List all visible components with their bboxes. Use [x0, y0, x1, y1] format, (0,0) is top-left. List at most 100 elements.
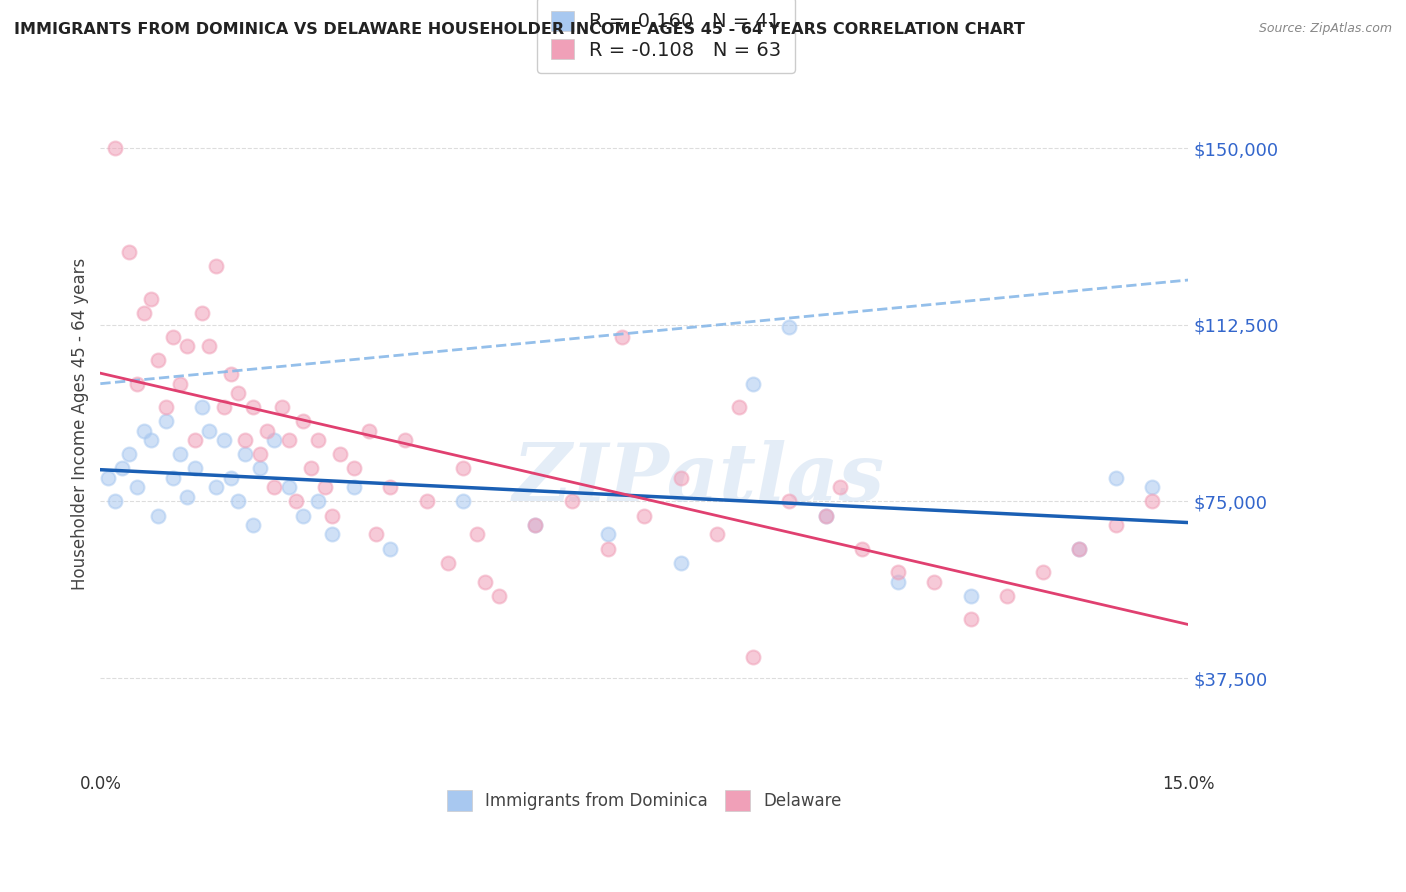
Point [633, 508, 655, 523]
Text: ZIPatlas: ZIPatlas [513, 441, 884, 518]
Point [111, 461, 134, 475]
Point [125, 376, 148, 391]
Point [959, 612, 981, 626]
Point [887, 565, 910, 579]
Point [139, 434, 162, 448]
Point [524, 518, 547, 533]
Point [321, 527, 343, 541]
Point [205, 480, 228, 494]
Point [669, 556, 692, 570]
Point [343, 480, 366, 494]
Y-axis label: Householder Income Ages 45 - 64 years: Householder Income Ages 45 - 64 years [72, 258, 89, 590]
Point [1032, 565, 1054, 579]
Point [524, 518, 547, 533]
Point [169, 376, 191, 391]
Point [851, 541, 873, 556]
Point [285, 494, 308, 508]
Point [235, 434, 257, 448]
Point [162, 329, 184, 343]
Point [321, 508, 343, 523]
Point [249, 461, 271, 475]
Point [596, 527, 619, 541]
Point [669, 471, 692, 485]
Point [451, 494, 474, 508]
Point [415, 494, 437, 508]
Point [995, 589, 1018, 603]
Point [148, 353, 170, 368]
Point [924, 574, 946, 589]
Point [1069, 541, 1091, 556]
Point [212, 401, 235, 415]
Point [132, 424, 155, 438]
Point [277, 480, 299, 494]
Point [742, 376, 765, 391]
Point [292, 508, 315, 523]
Point [1140, 480, 1163, 494]
Point [263, 434, 285, 448]
Point [467, 527, 489, 541]
Legend: Immigrants from Dominica, Delaware: Immigrants from Dominica, Delaware [433, 777, 855, 824]
Point [155, 401, 177, 415]
Text: Source: ZipAtlas.com: Source: ZipAtlas.com [1258, 22, 1392, 36]
Point [364, 527, 387, 541]
Point [343, 461, 366, 475]
Point [380, 541, 402, 556]
Point [277, 434, 299, 448]
Point [219, 368, 242, 382]
Point [104, 141, 127, 155]
Point [226, 386, 249, 401]
Point [176, 490, 198, 504]
Point [706, 527, 728, 541]
Point [183, 434, 205, 448]
Point [219, 471, 242, 485]
Point [198, 424, 221, 438]
Point [292, 414, 315, 428]
Point [242, 401, 264, 415]
Point [132, 306, 155, 320]
Point [104, 494, 127, 508]
Point [612, 329, 634, 343]
Point [226, 494, 249, 508]
Point [778, 494, 800, 508]
Point [380, 480, 402, 494]
Text: IMMIGRANTS FROM DOMINICA VS DELAWARE HOUSEHOLDER INCOME AGES 45 - 64 YEARS CORRE: IMMIGRANTS FROM DOMINICA VS DELAWARE HOU… [14, 22, 1025, 37]
Point [828, 480, 851, 494]
Point [357, 424, 380, 438]
Point [235, 447, 257, 461]
Point [198, 339, 221, 353]
Point [148, 508, 170, 523]
Point [1140, 494, 1163, 508]
Point [1069, 541, 1091, 556]
Point [561, 494, 583, 508]
Point [97, 471, 120, 485]
Point [307, 494, 329, 508]
Point [249, 447, 271, 461]
Point [256, 424, 278, 438]
Point [814, 508, 837, 523]
Point [307, 434, 329, 448]
Point [242, 518, 264, 533]
Point [183, 461, 205, 475]
Point [887, 574, 910, 589]
Point [118, 447, 141, 461]
Point [727, 401, 749, 415]
Point [451, 461, 474, 475]
Point [596, 541, 619, 556]
Point [176, 339, 198, 353]
Point [205, 259, 228, 273]
Point [125, 480, 148, 494]
Point [191, 401, 214, 415]
Point [118, 244, 141, 259]
Point [329, 447, 352, 461]
Point [959, 589, 981, 603]
Point [1104, 518, 1126, 533]
Point [263, 480, 285, 494]
Point [299, 461, 322, 475]
Point [488, 589, 510, 603]
Point [155, 414, 177, 428]
Point [169, 447, 191, 461]
Point [778, 320, 800, 334]
Point [437, 556, 460, 570]
Point [191, 306, 214, 320]
Point [1104, 471, 1126, 485]
